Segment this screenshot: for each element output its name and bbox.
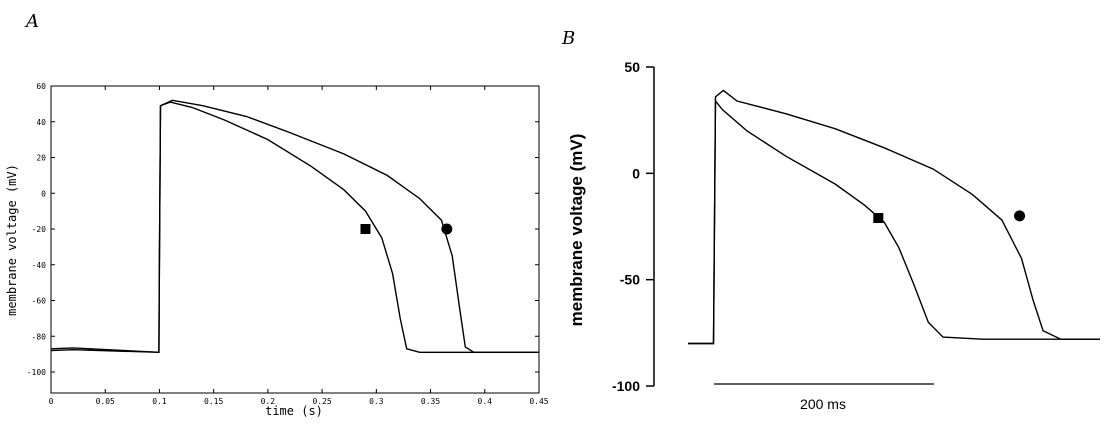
panel-a-label: A	[24, 11, 39, 32]
chart-b-scale-label: 200 ms	[800, 396, 846, 412]
chart-b-ytick-label: -50	[620, 272, 640, 288]
chart-b-series-circle	[688, 89, 1100, 345]
panel-b-label: B	[561, 28, 575, 49]
chart-a-xtick-label: 0.3	[369, 397, 384, 406]
chart-a-ytick-label: 0	[41, 189, 46, 198]
chart-a-xtick-label: 0.45	[529, 397, 548, 406]
chart-a-series	[50, 99, 539, 354]
chart-a-ylabel: membrane voltage (mV)	[5, 164, 19, 316]
chart-a-ytick-label: -40	[32, 261, 47, 270]
chart-a-xticks: 0 0.05 0.1 0.15 0.2 0.25 0.3 0.35 0.4 0.45	[49, 86, 549, 406]
chart-b-ytick-label: 50	[624, 59, 640, 75]
chart-a-xtick-label: 0.1	[152, 397, 167, 406]
chart-a-frame	[50, 85, 540, 394]
chart-a-xtick-label: 0.05	[96, 397, 115, 406]
chart-a-xtick-label: 0.35	[421, 397, 440, 406]
chart-b-marker-square	[873, 212, 884, 223]
chart-b-ylabel: membrane voltage (mV)	[567, 134, 586, 327]
chart-a-ytick-label: 60	[36, 82, 46, 91]
chart-a-xtick-label: 0.2	[261, 397, 276, 406]
chart-a-yticks: -100 -80 -60 -40 -20 0 20 40 60	[27, 82, 539, 377]
chart-a-xlabel: time (s)	[265, 404, 323, 418]
chart-a-xtick-label: 0	[49, 397, 54, 406]
chart-b-yticks: -100 -50 0 50	[612, 59, 654, 394]
chart-a-series-circle	[50, 99, 539, 354]
chart-a-xtick-label: 0.25	[312, 397, 331, 406]
chart-a-ytick-label: 20	[36, 154, 46, 163]
chart-b-series	[688, 89, 1100, 345]
chart-a-ytick-label: -60	[32, 297, 47, 306]
chart-b-ytick-label: 0	[632, 165, 640, 181]
chart-b-ytick-label: -100	[612, 378, 640, 394]
chart-b-series-square	[688, 99, 1100, 345]
chart-a-ytick-label: -20	[32, 225, 47, 234]
chart-a-series-square	[50, 101, 539, 354]
chart-a-ytick-label: 40	[36, 118, 46, 127]
chart-a-xtick-label: 0.15	[204, 397, 223, 406]
chart-b: -100 -50 0 50 membrane voltage (mV) 200 ms	[567, 59, 1100, 412]
chart-a-ytick-label: -100	[27, 368, 46, 377]
chart-a: 0 0.05 0.1 0.15 0.2 0.25 0.3 0.35 0.4 0.45 -100 -8…	[5, 82, 549, 418]
chart-a-xtick-label: 0.4	[478, 397, 493, 406]
chart-b-marker-circle	[1014, 210, 1026, 222]
chart-a-marker-square	[360, 224, 371, 234]
chart-a-marker-circle	[441, 223, 453, 235]
chart-a-ytick-label: -80	[32, 332, 47, 341]
